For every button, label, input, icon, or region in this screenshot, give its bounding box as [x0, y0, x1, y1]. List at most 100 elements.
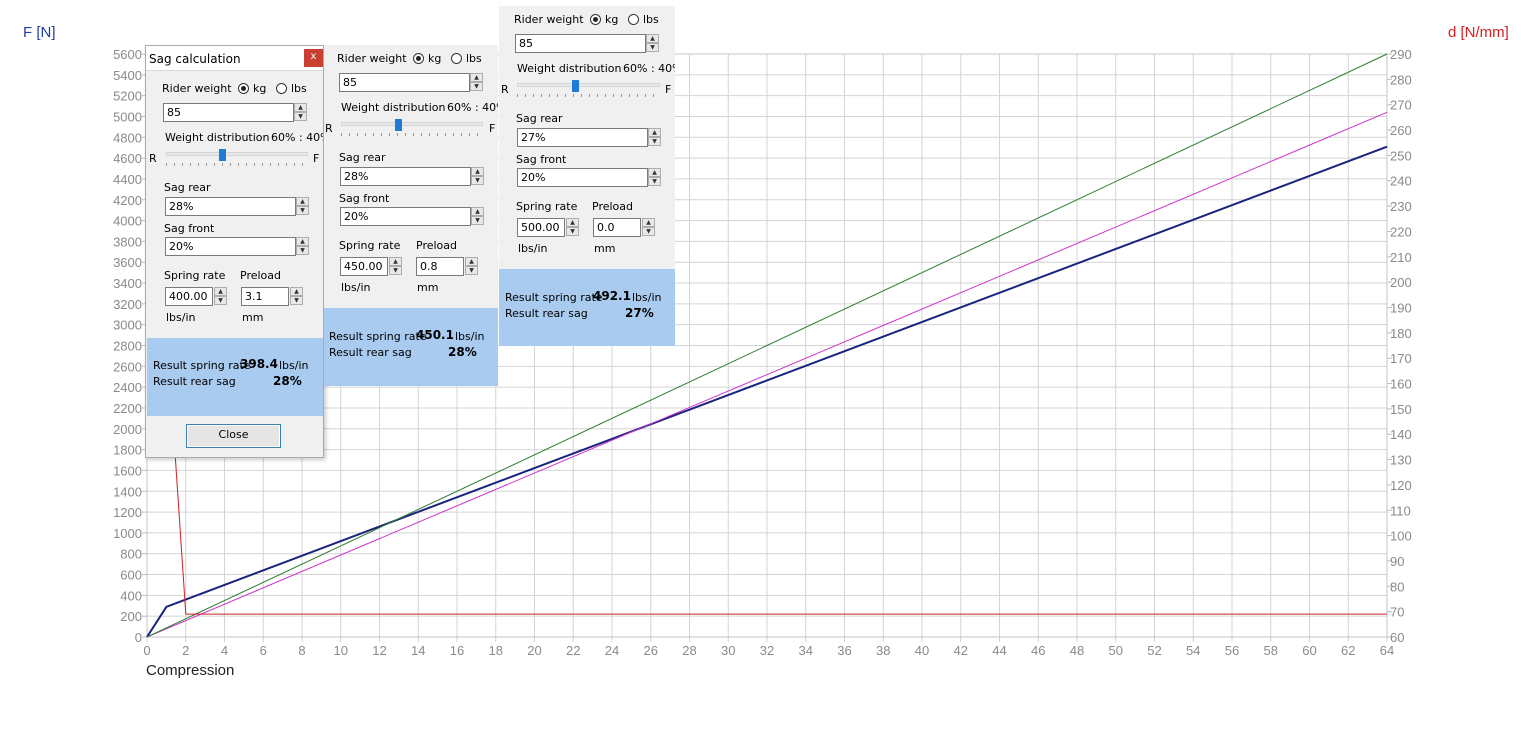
preload-stepper[interactable]: ▲ ▼	[465, 257, 478, 276]
weight-distribution-track[interactable]	[341, 122, 483, 126]
x-tick-label: 22	[566, 643, 580, 658]
spring-rate-input[interactable]: 450.00	[340, 257, 388, 276]
y-left-tick-label: 5400	[113, 68, 142, 83]
x-tick-label: 42	[954, 643, 968, 658]
y-left-tick-label: 4200	[113, 193, 142, 208]
x-tick-label: 16	[450, 643, 464, 658]
x-tick-label: 52	[1147, 643, 1161, 658]
preload-unit: mm	[417, 281, 439, 294]
x-tick-label: 46	[1031, 643, 1045, 658]
series-line	[146, 145, 1388, 638]
unit-lbs-radio[interactable]	[451, 53, 462, 64]
y-right-tick-label: 160	[1390, 377, 1412, 392]
x-tick-label: 40	[915, 643, 929, 658]
preload-input[interactable]: 0.8	[416, 257, 464, 276]
dialog-title: Sag calculation	[149, 52, 241, 66]
result-panel	[324, 308, 498, 386]
sag-rear-input[interactable]: 28%	[340, 167, 471, 186]
sag-front-label: Sag front	[516, 153, 567, 166]
unit-lbs-radio[interactable]	[276, 83, 287, 94]
rider-weight-input[interactable]: 85	[515, 34, 646, 53]
sag-front-input[interactable]: 20%	[340, 207, 471, 226]
result-panel	[499, 269, 675, 346]
rider-weight-stepper[interactable]: ▲ ▼	[294, 103, 307, 122]
x-tick-label: 10	[334, 643, 348, 658]
sag-front-stepper[interactable]: ▲ ▼	[296, 237, 309, 256]
y-left-tick-label: 2400	[113, 380, 142, 395]
sag-rear-stepper[interactable]: ▲ ▼	[648, 128, 661, 147]
y-right-tick-label: 200	[1390, 275, 1412, 290]
y-right-tick-label: 290	[1390, 47, 1412, 62]
y-right-tick-label: 250	[1390, 148, 1412, 163]
x-tick-label: 12	[372, 643, 386, 658]
sag-front-stepper[interactable]: ▲ ▼	[471, 207, 484, 226]
y-left-tick-label: 400	[120, 588, 142, 603]
sag-panel-2: Rider weight kg lbs 85 ▲ ▼ Weight distrib…	[324, 45, 498, 386]
y-left-tick-label: 1800	[113, 443, 142, 458]
weight-distribution-track[interactable]	[166, 152, 308, 156]
unit-kg-label: kg	[428, 52, 442, 65]
sag-rear-stepper[interactable]: ▲ ▼	[471, 167, 484, 186]
x-tick-label: 62	[1341, 643, 1355, 658]
spring-rate-input[interactable]: 400.00	[165, 287, 213, 306]
x-tick-label: 50	[1109, 643, 1123, 658]
y-left-tick-label: 3400	[113, 276, 142, 291]
weight-distribution-slider[interactable]	[219, 149, 226, 161]
spring-rate-stepper[interactable]: ▲ ▼	[214, 287, 227, 306]
weight-distribution-value: 60% : 40%	[271, 131, 323, 144]
x-tick-label: 34	[799, 643, 813, 658]
preload-input[interactable]: 3.1	[241, 287, 289, 306]
spring-rate-stepper[interactable]: ▲ ▼	[566, 218, 579, 237]
unit-kg-radio[interactable]	[238, 83, 249, 94]
weight-distribution-label: Weight distribution	[341, 101, 446, 114]
preload-stepper[interactable]: ▲ ▼	[642, 218, 655, 237]
rider-weight-stepper[interactable]: ▲ ▼	[646, 34, 659, 53]
spring-rate-unit: lbs/in	[518, 242, 548, 255]
sag-front-input[interactable]: 20%	[517, 168, 648, 187]
x-tick-label: 32	[760, 643, 774, 658]
right-axis-title: d [N/mm]	[1448, 24, 1509, 41]
sag-rear-stepper[interactable]: ▲ ▼	[296, 197, 309, 216]
spring-rate-stepper[interactable]: ▲ ▼	[389, 257, 402, 276]
y-right-tick-label: 150	[1390, 402, 1412, 417]
y-left-tick-label: 1400	[113, 484, 142, 499]
sag-panel-3: Rider weight kg lbs 85 ▲ ▼ Weight distrib…	[499, 6, 675, 346]
sag-rear-input[interactable]: 28%	[165, 197, 296, 216]
result-spring-rate-value: 450.1	[416, 328, 454, 342]
weight-distribution-track[interactable]	[517, 83, 660, 87]
x-axis-title: Compression	[146, 662, 235, 679]
y-left-tick-label: 3200	[113, 297, 142, 312]
spring-rate-input[interactable]: 500.00	[517, 218, 565, 237]
weight-distribution-slider[interactable]	[572, 80, 579, 92]
x-tick-label: 4	[221, 643, 228, 658]
unit-kg-radio[interactable]	[413, 53, 424, 64]
slider-rear-label: R	[149, 152, 157, 165]
x-tick-label: 26	[644, 643, 658, 658]
spring-rate-label: Spring rate	[339, 239, 401, 252]
y-left-tick-label: 3800	[113, 234, 142, 249]
sag-front-stepper[interactable]: ▲ ▼	[648, 168, 661, 187]
x-tick-label: 28	[682, 643, 696, 658]
result-rear-sag-label: Result rear sag	[505, 307, 588, 320]
preload-label: Preload	[592, 200, 633, 213]
rider-weight-input[interactable]: 85	[339, 73, 470, 92]
dialog-titlebar[interactable]	[146, 46, 323, 71]
preload-unit: mm	[594, 242, 616, 255]
weight-distribution-slider[interactable]	[395, 119, 402, 131]
rider-weight-input[interactable]: 85	[163, 103, 294, 122]
close-button[interactable]: Close	[186, 424, 281, 448]
unit-lbs-radio[interactable]	[628, 14, 639, 25]
y-right-tick-label: 190	[1390, 300, 1412, 315]
close-icon[interactable]: x	[304, 49, 323, 67]
series-line	[173, 439, 1387, 615]
rider-weight-stepper[interactable]: ▲ ▼	[470, 73, 483, 92]
y-left-tick-label: 4400	[113, 172, 142, 187]
preload-stepper[interactable]: ▲ ▼	[290, 287, 303, 306]
unit-kg-radio[interactable]	[590, 14, 601, 25]
x-tick-label: 2	[182, 643, 189, 658]
preload-input[interactable]: 0.0	[593, 218, 641, 237]
sag-calculation-dialog: Sag calculation x Rider weight kg lbs 85…	[145, 45, 324, 458]
sag-front-input[interactable]: 20%	[165, 237, 296, 256]
sag-rear-input[interactable]: 27%	[517, 128, 648, 147]
y-left-tick-label: 1000	[113, 526, 142, 541]
